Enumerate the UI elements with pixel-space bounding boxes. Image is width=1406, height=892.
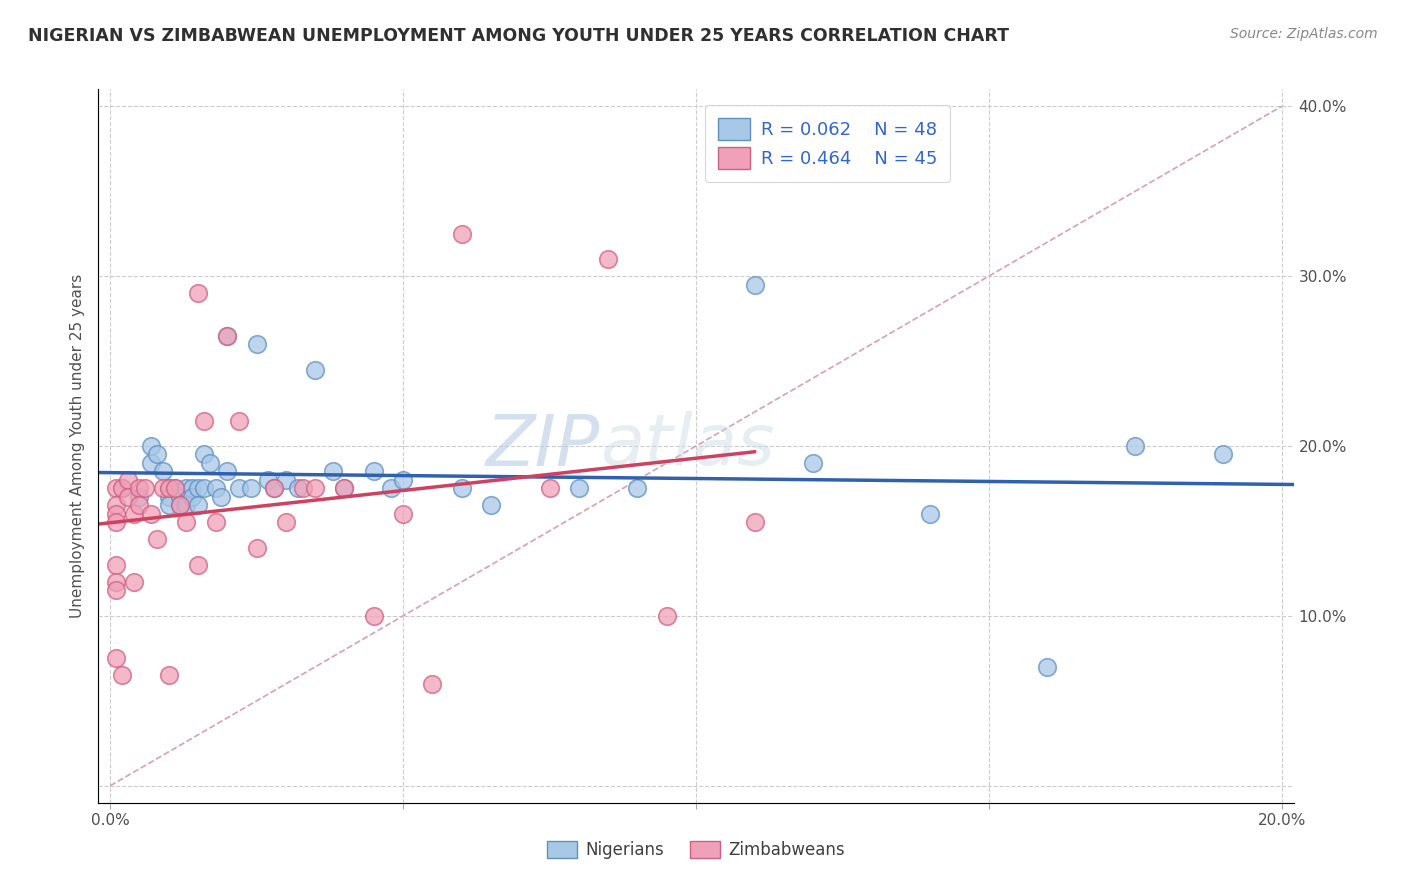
Point: [174, 499, 197, 513]
Point: [304, 482, 326, 496]
Point: [239, 482, 262, 496]
Point: [263, 482, 285, 496]
Point: [1212, 448, 1234, 462]
Point: [204, 516, 226, 530]
Text: atlas: atlas: [600, 411, 775, 481]
Point: [163, 482, 186, 496]
Point: [128, 482, 150, 496]
Point: [163, 482, 186, 496]
Point: [538, 482, 561, 496]
Point: [169, 499, 191, 513]
Y-axis label: Unemployment Among Youth under 25 years: Unemployment Among Youth under 25 years: [70, 274, 86, 618]
Point: [228, 413, 250, 427]
Point: [128, 499, 150, 513]
Point: [105, 499, 128, 513]
Point: [801, 456, 824, 470]
Point: [274, 516, 297, 530]
Point: [105, 558, 128, 572]
Point: [105, 651, 128, 665]
Point: [626, 482, 648, 496]
Point: [117, 473, 139, 487]
Point: [304, 362, 326, 376]
Text: ZIP: ZIP: [486, 411, 600, 481]
Point: [363, 608, 385, 623]
Point: [1123, 439, 1146, 453]
Point: [274, 473, 297, 487]
Point: [157, 499, 180, 513]
Point: [141, 439, 163, 453]
Point: [333, 482, 356, 496]
Point: [181, 490, 204, 504]
Point: [157, 490, 180, 504]
Point: [568, 482, 591, 496]
Text: Source: ZipAtlas.com: Source: ZipAtlas.com: [1230, 27, 1378, 41]
Point: [211, 490, 233, 504]
Point: [152, 465, 174, 479]
Point: [181, 482, 204, 496]
Point: [187, 482, 209, 496]
Point: [105, 583, 128, 598]
Point: [920, 507, 942, 521]
Point: [187, 558, 209, 572]
Point: [596, 252, 619, 266]
Point: [105, 574, 128, 589]
Text: NIGERIAN VS ZIMBABWEAN UNEMPLOYMENT AMONG YOUTH UNDER 25 YEARS CORRELATION CHART: NIGERIAN VS ZIMBABWEAN UNEMPLOYMENT AMON…: [28, 27, 1010, 45]
Point: [479, 499, 502, 513]
Point: [146, 533, 169, 547]
Point: [174, 516, 197, 530]
Point: [174, 482, 197, 496]
Point: [322, 465, 344, 479]
Point: [122, 507, 145, 521]
Point: [422, 677, 444, 691]
Point: [122, 574, 145, 589]
Point: [655, 608, 678, 623]
Point: [105, 482, 128, 496]
Point: [117, 490, 139, 504]
Point: [169, 499, 191, 513]
Point: [450, 482, 472, 496]
Point: [169, 490, 191, 504]
Point: [392, 473, 415, 487]
Point: [193, 482, 215, 496]
Point: [152, 482, 174, 496]
Point: [263, 482, 285, 496]
Point: [292, 482, 315, 496]
Point: [157, 482, 180, 496]
Point: [744, 277, 766, 292]
Point: [246, 541, 269, 555]
Point: [141, 456, 163, 470]
Point: [141, 507, 163, 521]
Point: [128, 490, 150, 504]
Point: [157, 482, 180, 496]
Legend: Nigerians, Zimbabweans: Nigerians, Zimbabweans: [541, 834, 851, 866]
Point: [193, 413, 215, 427]
Point: [111, 482, 134, 496]
Point: [1036, 660, 1059, 674]
Point: [392, 507, 415, 521]
Point: [257, 473, 280, 487]
Point: [217, 328, 239, 343]
Point: [380, 482, 402, 496]
Point: [217, 465, 239, 479]
Point: [111, 482, 134, 496]
Point: [193, 448, 215, 462]
Point: [333, 482, 356, 496]
Point: [187, 286, 209, 301]
Point: [111, 668, 134, 682]
Point: [204, 482, 226, 496]
Point: [146, 448, 169, 462]
Point: [450, 227, 472, 241]
Point: [105, 516, 128, 530]
Point: [363, 465, 385, 479]
Point: [287, 482, 309, 496]
Point: [157, 668, 180, 682]
Point: [134, 482, 156, 496]
Point: [744, 516, 766, 530]
Point: [246, 337, 269, 351]
Point: [228, 482, 250, 496]
Point: [198, 456, 221, 470]
Point: [105, 507, 128, 521]
Point: [187, 499, 209, 513]
Point: [217, 328, 239, 343]
